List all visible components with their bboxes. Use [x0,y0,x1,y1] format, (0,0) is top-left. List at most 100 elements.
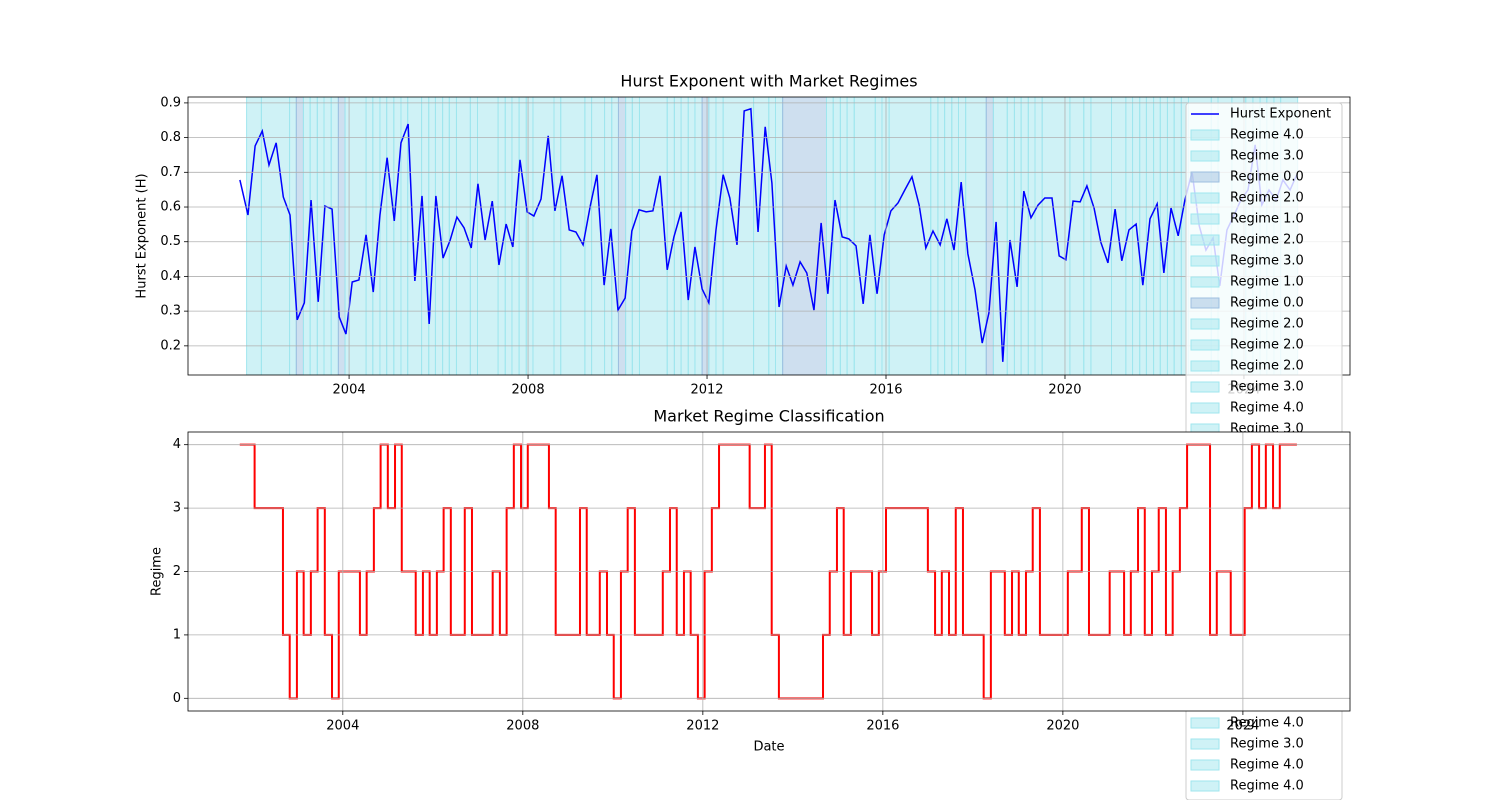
x-tick-label: 2008 [512,383,545,398]
legend-swatch [1190,717,1220,729]
regime-shade [1153,97,1161,375]
x-tick-label: 2012 [690,383,723,398]
regime-shade [930,97,939,375]
regime-shade [957,97,967,375]
legend-swatch [1190,381,1220,393]
regime-shade [853,97,876,375]
legend-swatch [1190,780,1220,792]
legend-label: Regime 3.0 [1230,254,1304,269]
legend-swatch [1190,192,1220,204]
legend-label: Regime 2.0 [1230,338,1304,353]
legend-swatch [1190,759,1220,771]
regime-shade [1139,97,1147,375]
regime-shade [344,97,367,375]
regime-shade [715,97,724,375]
regime-shade [611,97,619,375]
legend-label: Regime 4.0 [1230,128,1304,143]
legend-swatch [1190,402,1220,414]
legend-label: Regime 2.0 [1230,317,1304,332]
y-tick-label: 0.9 [160,95,181,110]
regime-shade [1083,97,1092,375]
regime-shade [518,97,527,375]
regime-shade [874,97,883,375]
y-tick-label: 0.6 [160,200,181,215]
legend-label: Regime 3.0 [1230,737,1304,752]
regime-shade [421,97,430,375]
regime-shade [1090,97,1113,375]
legend-label: Regime 2.0 [1230,191,1304,206]
legend-swatch [1190,738,1220,750]
regime-shade [846,97,855,375]
legend-swatch [1190,297,1220,309]
x-tick-label: 2020 [1048,383,1081,398]
y-tick-label: 1 [173,627,181,642]
regime-shade [1027,97,1036,375]
regime-shade [1069,97,1085,375]
regime-shade [330,97,339,375]
legend-swatch [1190,213,1220,225]
legend-label: Regime 2.0 [1230,359,1304,374]
regime-shade [532,97,555,375]
legend-swatch [1190,129,1220,141]
hurst-line [239,107,1298,362]
regime-shade [666,97,675,375]
legend-swatch [1190,150,1220,162]
y-tick-label: 2 [173,564,181,579]
regime-shade [584,97,593,375]
regime-shade [260,97,291,375]
regime-shade [386,97,395,375]
regime-shade [469,97,478,375]
regime-shade [372,97,381,375]
y-tick-label: 0.3 [160,304,181,319]
regime-shade [687,97,696,375]
regime-shade [881,97,890,375]
regime-shade [638,97,668,375]
regime-shade [617,97,627,375]
plot-area [239,443,1297,700]
regime-shade [985,97,994,375]
regime-shade [323,97,332,375]
y-axis-label: Regime [150,547,165,596]
y-tick-label: 3 [173,501,181,516]
y-axis-label: Hurst Exponent (H) [135,173,150,298]
regime-shade [1132,97,1141,375]
legend-label: Regime 4.0 [1230,758,1304,773]
regime-shade [434,97,444,375]
legend-swatch [1190,339,1220,351]
regime-shade [455,97,471,375]
axes-frame [187,96,1351,376]
regime-shade [680,97,689,375]
legend-label: Regime 3.0 [1230,380,1304,395]
plot-area [239,97,1299,375]
legend-label: Regime 4.0 [1230,779,1304,794]
legend-swatch [1190,234,1220,246]
regime-shade [560,97,586,375]
legend-label: Regime 4.0 [1230,716,1304,731]
legend-label: Hurst Exponent [1230,107,1331,122]
y-tick-label: 0.4 [160,269,181,284]
y-tick-label: 0.5 [160,234,181,249]
regime-shade [591,97,606,375]
x-tick-label: 2012 [686,719,719,734]
legend-label: Regime 1.0 [1230,212,1304,227]
regime-shade [1159,97,1168,375]
chart-title: Market Regime Classification [653,407,884,426]
regime-shade [448,97,457,375]
x-tick-label: 2004 [326,719,359,734]
regime-shade [525,97,534,375]
x-tick-label: 2020 [1046,719,1079,734]
regime-shade [673,97,682,375]
legend-swatch [1190,276,1220,288]
regime-step [239,443,1297,700]
regime-shade [442,97,450,375]
regime-shade [722,97,755,375]
regime-shade [289,97,297,375]
legend-swatch [1190,255,1220,267]
regime-shade [782,97,827,375]
regime-shade [337,97,346,375]
legend-swatch [1190,171,1220,183]
regime-shade [476,97,499,375]
legend-label: Regime 4.0 [1230,401,1304,416]
legend-label: Regime 0.0 [1230,296,1304,311]
